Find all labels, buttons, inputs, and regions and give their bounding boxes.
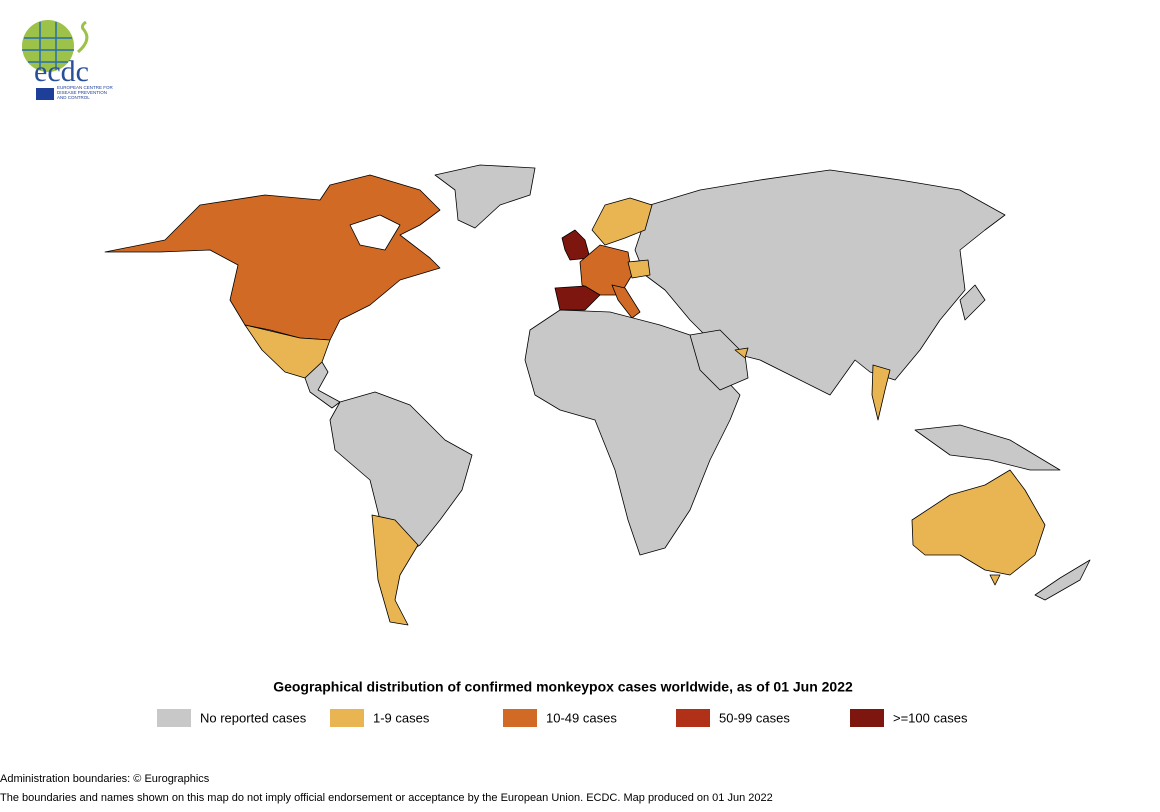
iberia (554, 285, 601, 311)
united-kingdom (561, 229, 591, 261)
map-title: Geographical distribution of confirmed m… (273, 679, 853, 695)
footer-note: Administration boundaries: © Eurographic… (0, 773, 210, 785)
legend-swatch (850, 709, 884, 727)
tasmania (989, 574, 1001, 586)
legend-label: 10-49 cases (546, 710, 617, 725)
logo-subtitle: DISEASE PREVENTION (57, 90, 107, 95)
north-america (104, 174, 441, 341)
logo: ecdc EUROPEAN CENTRE FOR DISEASE PREVENT… (22, 20, 114, 100)
legend-label: 50-99 cases (719, 710, 790, 725)
africa (524, 309, 741, 556)
uae (734, 347, 749, 359)
japan (959, 284, 986, 321)
italy (611, 284, 641, 319)
legend-swatch (330, 709, 364, 727)
australia (911, 469, 1046, 576)
logo-name: ecdc (34, 55, 89, 88)
world-map (104, 164, 1091, 626)
legend: No reported cases 1-9 cases 10-49 cases 50-… (157, 709, 968, 727)
central-america (304, 361, 341, 409)
logo-subtitle: AND CONTROL (57, 95, 90, 100)
new-zealand (1034, 559, 1091, 601)
central-europe (627, 259, 651, 279)
scandinavia (591, 197, 653, 246)
logo-globe (22, 20, 74, 72)
south-america (329, 391, 473, 561)
argentina (371, 514, 419, 626)
greenland (434, 164, 536, 229)
legend-swatch (157, 709, 191, 727)
hudson-bay (349, 214, 401, 251)
eu-flag (36, 88, 54, 100)
legend-label: No reported cases (200, 710, 307, 725)
legend-label: >=100 cases (893, 710, 968, 725)
legend-swatch (676, 709, 710, 727)
footer-note: The boundaries and names shown on this m… (0, 792, 773, 804)
legend-label: 1-9 cases (373, 710, 430, 725)
logo-subtitle: EUROPEAN CENTRE FOR (57, 85, 114, 90)
arabia (689, 329, 749, 391)
southeast-asia (914, 424, 1061, 471)
thailand (871, 364, 891, 421)
legend-swatch (503, 709, 537, 727)
